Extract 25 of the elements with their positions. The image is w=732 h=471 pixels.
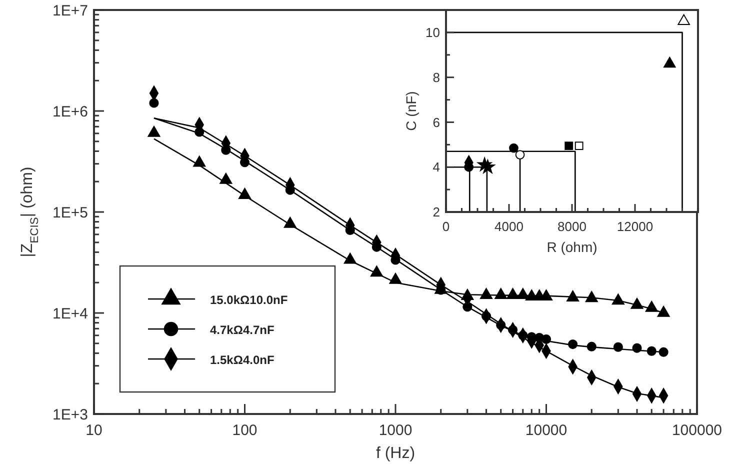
legend-label: 15.0kΩ10.0nF (210, 293, 288, 307)
y-axis-title: C (nF) (403, 91, 419, 131)
y-tick-label: 2 (432, 204, 440, 220)
y-tick-label: 4 (432, 160, 440, 175)
y-tick-label: 1E+3 (52, 406, 88, 424)
y-tick-label: 1E+5 (52, 204, 88, 222)
legend-label: 1.5kΩ4.0nF (210, 353, 274, 367)
x-axis-title: f (Hz) (376, 445, 416, 462)
y-tick-label: 6 (432, 114, 440, 130)
x-tick-label: 12000 (616, 219, 654, 234)
x-tick-label: 1000 (378, 422, 412, 439)
x-tick-label: 8000 (558, 219, 586, 234)
y-tick-label: 1E+7 (52, 2, 88, 20)
x-tick-label: 4000 (494, 219, 524, 234)
x-tick-label: 100000 (672, 422, 722, 439)
x-tick-label: 0 (442, 219, 450, 234)
x-tick-label: 10 (86, 422, 102, 439)
x-tick-label: 10000 (525, 422, 568, 439)
x-tick-label: 100 (232, 422, 258, 439)
y-tick-label: 10 (426, 24, 440, 40)
y-tick-label: 1E+6 (52, 103, 88, 120)
y-tick-label: 8 (432, 70, 440, 85)
legend-label: 4.7kΩ4.7nF (210, 323, 274, 337)
x-axis-title: R (ohm) (546, 239, 598, 255)
y-tick-label: 1E+4 (52, 305, 88, 322)
